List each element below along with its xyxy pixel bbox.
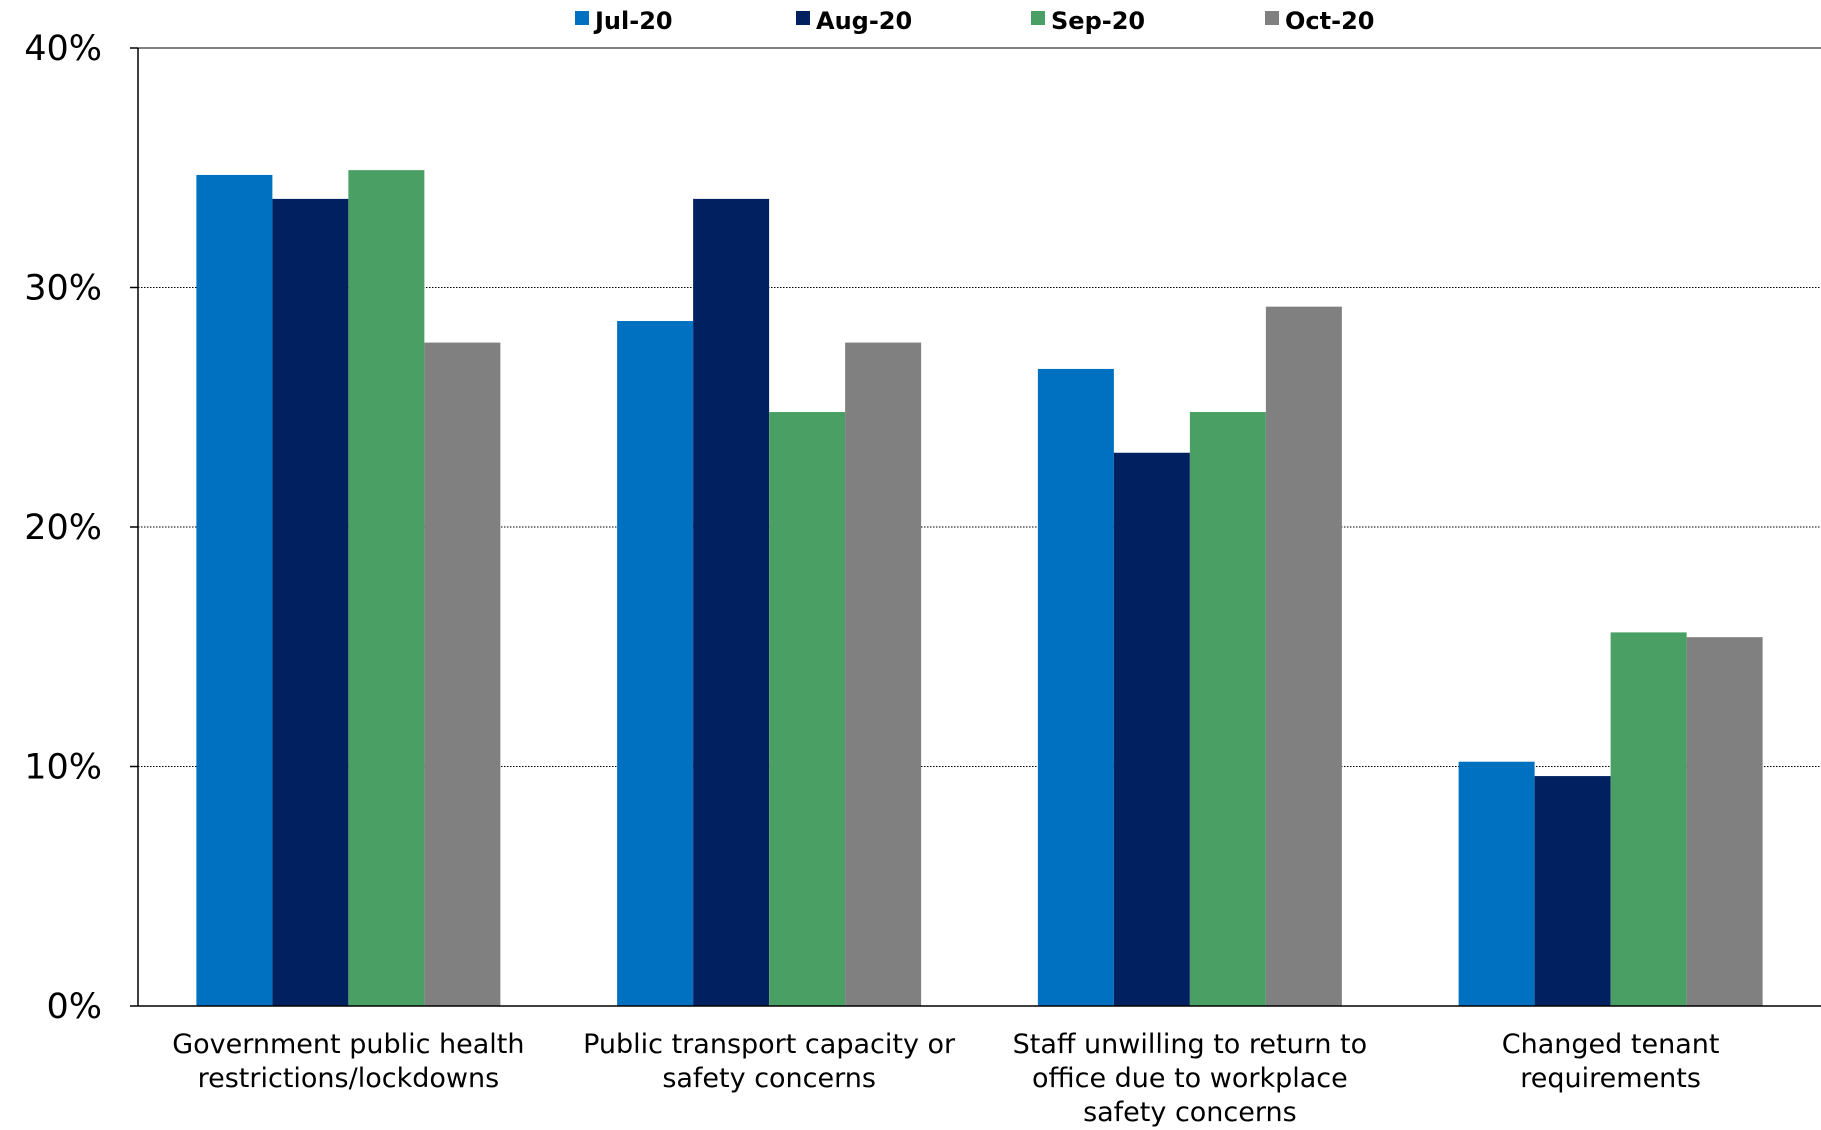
bar-aug-20-cat-3 (1113, 452, 1190, 1006)
legend-swatch-jul-20 (575, 11, 589, 25)
legend-swatch-oct-20 (1265, 11, 1279, 25)
bar-jul-20-cat-4 (1458, 761, 1535, 1006)
legend-label-aug-20: Aug-20 (816, 7, 912, 35)
legend-label-sep-20: Sep-20 (1051, 7, 1145, 35)
bar-aug-20-cat-2 (693, 198, 770, 1006)
bar-oct-20-cat-2 (845, 342, 922, 1007)
bar-oct-20-cat-4 (1686, 637, 1763, 1006)
x-axis-labels: Government public health restrictions/loc… (172, 1029, 1719, 1128)
bar-sep-20-cat-1 (348, 170, 425, 1006)
bar-jul-20-cat-3 (1037, 368, 1114, 1006)
bar-oct-20-cat-3 (1265, 306, 1342, 1006)
bar-aug-20-cat-4 (1534, 776, 1611, 1006)
bar-jul-20-cat-1 (196, 174, 273, 1006)
bar-sep-20-cat-2 (769, 412, 846, 1006)
x-category-label: Changed tenant requirements (1502, 1029, 1720, 1094)
y-axis-ticks: 0% 10% 20% 30% 40% (24, 29, 138, 1027)
legend-swatch-sep-20 (1031, 11, 1045, 25)
bar-sep-20-cat-3 (1189, 412, 1266, 1006)
x-category-label: Public transport capacity or safety conce… (583, 1029, 956, 1094)
bar-sep-20-cat-4 (1610, 632, 1687, 1006)
legend-label-oct-20: Oct-20 (1285, 7, 1374, 35)
y-tick-label: 30% (24, 269, 102, 309)
bar-jul-20-cat-2 (617, 321, 694, 1006)
bar-oct-20-cat-1 (424, 342, 501, 1007)
y-tick-label: 20% (24, 508, 102, 548)
legend: Jul-20 Aug-20 Sep-20 Oct-20 (575, 7, 1374, 35)
x-category-label: Government public health restrictions/loc… (172, 1029, 524, 1094)
legend-swatch-aug-20 (796, 11, 810, 25)
y-tick-label: 10% (24, 748, 102, 788)
y-tick-label: 0% (46, 987, 102, 1027)
y-tick-label: 40% (24, 29, 102, 69)
x-category-label: Staff unwilling to return to office due t… (1013, 1029, 1368, 1128)
legend-label-jul-20: Jul-20 (593, 7, 673, 35)
bar-aug-20-cat-1 (272, 198, 349, 1006)
bars (196, 170, 1763, 1007)
